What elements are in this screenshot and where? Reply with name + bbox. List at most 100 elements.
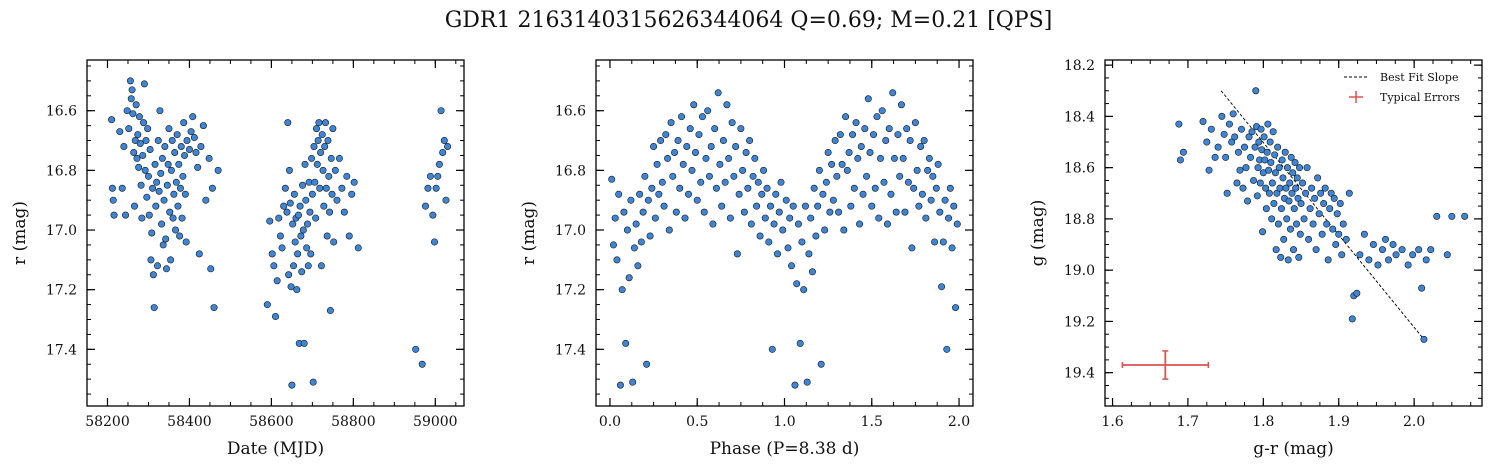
y-axis-label: r (mag) <box>519 201 539 265</box>
x-tick-label: 58400 <box>167 414 212 430</box>
data-layer <box>608 89 961 389</box>
data-point <box>620 208 628 216</box>
data-layer <box>108 77 452 389</box>
data-point <box>1327 189 1335 197</box>
data-point <box>768 345 776 353</box>
data-point <box>314 137 322 145</box>
data-point <box>787 262 795 270</box>
data-point <box>118 184 126 192</box>
data-point <box>938 283 946 291</box>
data-point <box>693 196 701 204</box>
data-point <box>1287 153 1295 161</box>
data-point <box>1176 156 1184 164</box>
data-point <box>857 143 865 151</box>
data-point <box>1225 120 1233 128</box>
data-point <box>322 184 330 192</box>
data-point <box>345 232 353 240</box>
data-point <box>1254 164 1262 172</box>
data-point <box>740 208 748 216</box>
data-point <box>169 214 177 222</box>
data-point <box>152 202 160 210</box>
y-tick-label: 18.6 <box>1064 161 1095 177</box>
data-point <box>278 244 286 252</box>
data-point <box>1267 159 1275 167</box>
data-point <box>613 256 621 264</box>
data-point <box>746 137 754 145</box>
data-point <box>824 148 832 156</box>
x-tick-label: 0.5 <box>686 414 708 430</box>
data-point <box>195 250 203 258</box>
data-point <box>885 125 893 133</box>
data-point <box>814 202 822 210</box>
data-point <box>424 184 432 192</box>
data-point <box>304 262 312 270</box>
data-point <box>1240 143 1248 151</box>
data-point <box>350 178 358 186</box>
data-point <box>744 184 752 192</box>
data-point <box>1299 179 1307 187</box>
data-point <box>301 160 309 168</box>
y-axis-label: r (mag) <box>10 201 30 265</box>
data-point <box>289 220 297 228</box>
data-point <box>719 137 727 145</box>
data-point <box>742 148 750 156</box>
data-point <box>791 381 799 389</box>
data-point <box>733 250 741 258</box>
data-point <box>901 208 909 216</box>
data-point <box>140 80 148 88</box>
data-point <box>817 360 825 368</box>
data-point <box>162 235 170 243</box>
data-point <box>321 143 329 151</box>
data-point <box>690 101 698 109</box>
x-axis-label: Date (MJD) <box>227 439 324 459</box>
data-point <box>283 208 291 216</box>
data-point <box>660 202 668 210</box>
data-point <box>340 208 348 216</box>
data-point <box>435 160 443 168</box>
data-point <box>789 202 797 210</box>
data-point <box>1314 174 1322 182</box>
data-point <box>1223 189 1231 197</box>
data-point <box>683 143 691 151</box>
data-point <box>307 250 315 258</box>
data-point <box>887 190 895 198</box>
data-point <box>793 280 801 288</box>
data-point <box>439 148 447 156</box>
data-point <box>1277 205 1285 213</box>
data-point <box>183 137 191 145</box>
data-point <box>125 125 133 133</box>
data-point <box>140 119 148 127</box>
data-point <box>852 119 860 127</box>
data-point <box>310 143 318 151</box>
data-point <box>303 220 311 228</box>
data-point <box>1284 256 1292 264</box>
data-point <box>880 178 888 186</box>
data-point <box>126 77 134 85</box>
data-point <box>636 190 644 198</box>
data-point <box>807 214 815 222</box>
x-tick-label: 1.7 <box>1177 414 1199 430</box>
data-point <box>758 190 766 198</box>
data-point <box>306 208 314 216</box>
y-tick-label: 19.2 <box>1064 314 1095 330</box>
data-point <box>1203 138 1211 146</box>
data-point <box>162 265 170 273</box>
data-point <box>786 214 794 222</box>
panel-1: 58200 58400 58600 58800 59000 16.6 16.8 17.0 17.… <box>10 59 465 459</box>
data-point <box>908 244 916 252</box>
data-point <box>838 160 846 168</box>
data-point <box>805 250 813 258</box>
data-point <box>871 184 879 192</box>
data-point <box>616 381 624 389</box>
data-point <box>714 89 722 97</box>
data-point <box>285 271 293 279</box>
data-point <box>147 256 155 264</box>
data-point <box>821 226 829 234</box>
x-axis-label: g-r (mag) <box>1253 439 1334 459</box>
data-point <box>123 107 131 115</box>
data-point <box>629 378 637 386</box>
data-point <box>833 172 841 180</box>
data-point <box>920 137 928 145</box>
data-point <box>149 271 157 279</box>
data-point <box>674 137 682 145</box>
